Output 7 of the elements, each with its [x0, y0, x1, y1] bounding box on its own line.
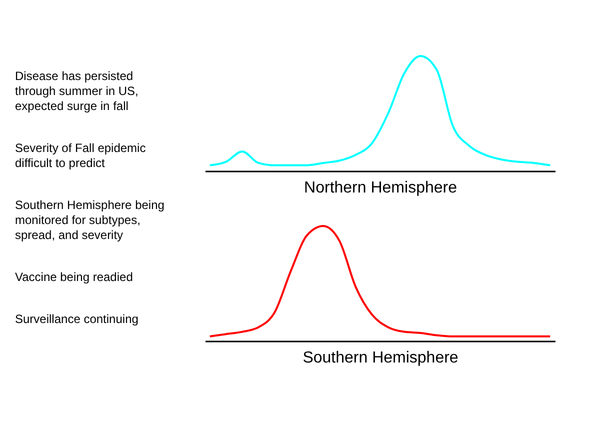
text: Surveillance continuing	[15, 312, 138, 326]
text: Disease has persisted through summer in US, expected surge in fall	[15, 69, 138, 113]
x-axis-title: Southern Hemisphere	[302, 350, 458, 366]
text: Severity of Fall epidemic difficult to predict	[15, 141, 146, 170]
text: Southern Hemisphere being monitored for subtypes, spread, and severity	[15, 198, 164, 242]
text: Vaccine being readied	[15, 270, 133, 284]
x-axis-title: Northern Hemisphere	[304, 180, 458, 196]
